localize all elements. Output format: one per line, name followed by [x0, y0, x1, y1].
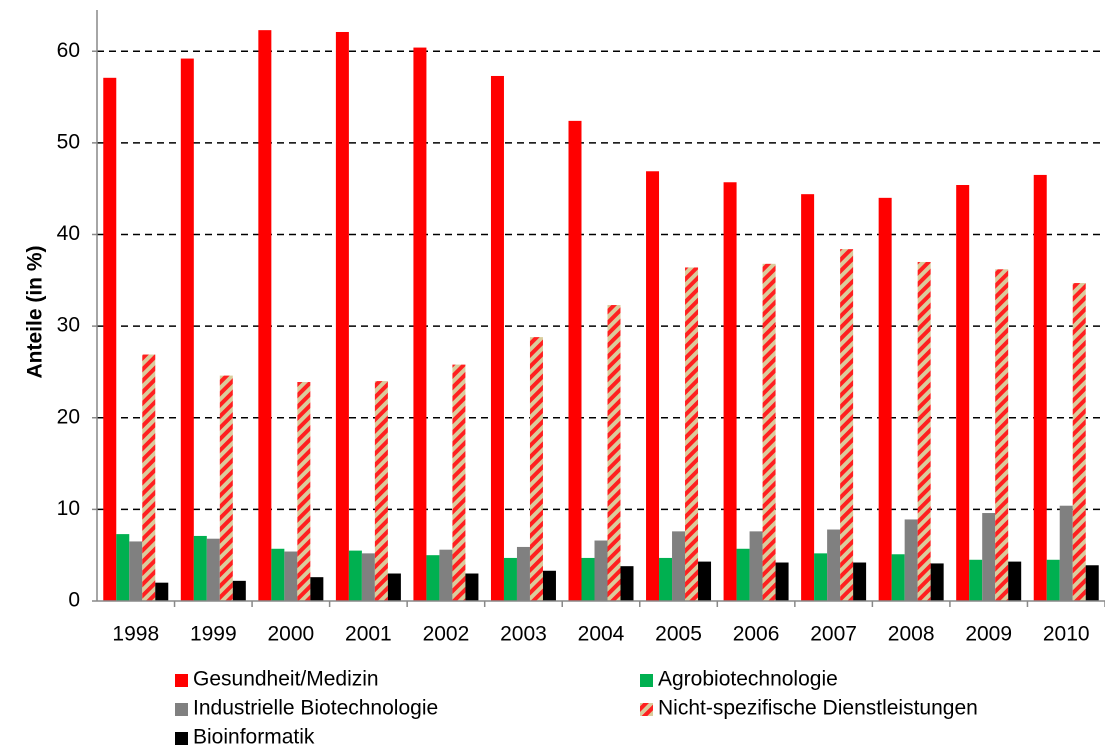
bar	[1072, 283, 1086, 601]
y-tick-label: 10	[57, 497, 80, 520]
y-tick-label: 0	[68, 589, 80, 612]
y-axis-label: Anteile (in %)	[24, 245, 47, 378]
bar	[904, 519, 918, 601]
bar	[284, 551, 298, 601]
bar	[840, 249, 854, 601]
bar	[607, 305, 621, 601]
bar	[387, 573, 401, 601]
bar	[659, 557, 673, 601]
x-tick-label: 2001	[345, 623, 392, 646]
legend-label: Gesundheit/Medizin	[193, 668, 379, 691]
bar	[801, 194, 815, 601]
bar	[426, 555, 440, 601]
bar	[853, 562, 867, 601]
y-tick-label: 50	[57, 130, 80, 153]
legend-label: Agrobiotechnologie	[658, 668, 838, 691]
bar	[698, 561, 712, 601]
legend-swatch	[175, 674, 188, 687]
x-tick-label: 1998	[112, 623, 159, 646]
x-tick-label: 1999	[190, 623, 237, 646]
legend-label: Nicht-spezifische Dienstleistungen	[658, 697, 978, 720]
bar	[335, 31, 349, 601]
bar	[206, 538, 220, 601]
x-tick-label: 2003	[500, 623, 547, 646]
bar	[685, 267, 699, 601]
bar	[568, 120, 582, 602]
bar	[439, 549, 453, 601]
bar	[490, 75, 504, 601]
bar	[142, 354, 156, 601]
bar	[620, 566, 634, 601]
bar	[594, 540, 608, 601]
bar	[503, 557, 517, 601]
x-tick-label: 2009	[965, 623, 1012, 646]
bar	[129, 541, 143, 601]
bar	[775, 562, 789, 601]
bar	[271, 548, 285, 601]
y-tick-label: 40	[57, 222, 80, 245]
x-tick-label: 2010	[1043, 623, 1090, 646]
bar	[646, 171, 660, 601]
bar	[258, 30, 272, 601]
legend-label: Industrielle Biotechnologie	[193, 697, 438, 720]
bar	[361, 553, 375, 601]
legend-swatch	[640, 674, 653, 687]
bar	[1085, 565, 1099, 601]
x-tick-label: 2008	[888, 623, 935, 646]
bar	[452, 364, 466, 601]
bar	[930, 563, 944, 601]
y-tick-label: 20	[57, 405, 80, 428]
x-tick-label: 2006	[733, 623, 780, 646]
bar	[155, 582, 169, 601]
bar	[956, 185, 970, 601]
bar	[297, 382, 311, 601]
bar	[762, 263, 776, 601]
bar	[1033, 174, 1047, 601]
bar	[736, 548, 750, 601]
bar	[917, 261, 931, 601]
legend-swatch	[640, 703, 653, 716]
bar	[348, 550, 362, 601]
x-tick-label: 2002	[423, 623, 470, 646]
bar	[116, 534, 130, 601]
x-tick-label: 2005	[655, 623, 702, 646]
bar	[219, 375, 233, 601]
y-tick-label: 60	[57, 39, 80, 62]
bar	[232, 580, 246, 601]
bar	[814, 553, 828, 601]
x-tick-label: 2000	[267, 623, 314, 646]
bar	[723, 182, 737, 601]
legend-swatch	[175, 732, 188, 745]
bar	[969, 559, 983, 601]
bar	[374, 381, 388, 601]
bar	[516, 546, 530, 601]
bar	[310, 577, 324, 601]
legend-swatch	[175, 703, 188, 716]
bar	[749, 531, 763, 601]
x-tick-label: 2004	[578, 623, 625, 646]
bar	[1059, 505, 1073, 601]
bar	[581, 557, 595, 601]
bar	[103, 77, 117, 602]
bar	[180, 58, 194, 601]
y-tick-label: 30	[57, 314, 80, 337]
bar	[542, 570, 556, 601]
bar	[827, 529, 841, 601]
bar	[982, 513, 996, 601]
bar	[995, 269, 1009, 601]
bar	[193, 535, 207, 601]
bar	[672, 531, 686, 601]
bar	[1046, 559, 1060, 601]
x-tick-label: 2007	[810, 623, 857, 646]
bar	[413, 47, 427, 601]
legend-label: Bioinformatik	[193, 726, 315, 749]
bar	[1008, 561, 1022, 601]
bar	[878, 197, 892, 601]
bar	[465, 573, 479, 601]
bar	[529, 337, 543, 601]
bar	[891, 554, 905, 601]
